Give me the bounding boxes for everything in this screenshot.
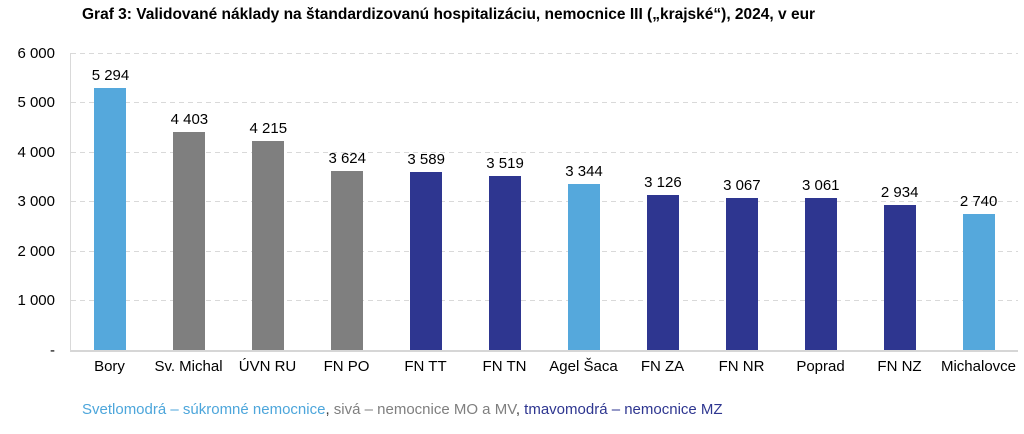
gridline <box>71 251 1018 252</box>
bar-agel-aca <box>567 184 600 350</box>
legend-segment: tmavomodrá – nemocnice MZ <box>524 401 723 418</box>
bar-sv-michal <box>173 132 206 350</box>
gridline <box>71 102 1018 103</box>
legend: Svetlomodrá – súkromné nemocnice, sivá –… <box>82 401 723 418</box>
bar-fn-za <box>646 195 679 350</box>
bar-slot: 2 934 <box>860 53 939 350</box>
bar-fn-nr <box>725 198 758 350</box>
bar-value-label: 3 624 <box>328 150 366 167</box>
bar-slot: 3 126 <box>623 53 702 350</box>
gridline <box>71 53 1018 54</box>
y-axis-tick-label: 4 000 <box>17 144 55 161</box>
bar-slot: 3 589 <box>387 53 466 350</box>
bar-value-label: 4 403 <box>170 111 209 128</box>
bar--vn-ru <box>252 141 285 350</box>
x-axis-label: FN NZ <box>877 358 922 375</box>
x-axis-label: FN ZA <box>640 358 685 375</box>
bar-value-label: 3 519 <box>486 155 524 172</box>
bar-michalovce <box>962 214 995 350</box>
x-axis-label: Bory <box>94 358 125 375</box>
bar-slot: 2 740 <box>939 53 1018 350</box>
x-axis-label: FN TN <box>482 358 527 375</box>
x-axis-label: Michalovce <box>940 358 1017 375</box>
legend-segment: , <box>515 401 525 418</box>
bar-value-label: 2 740 <box>959 193 998 210</box>
chart-title: Graf 3: Validované náklady na štandardiz… <box>82 6 816 23</box>
bar-fn-po <box>331 171 364 350</box>
bar-value-label: 3 067 <box>723 177 761 194</box>
bar-slot: 5 294 <box>71 53 150 350</box>
x-axis-label: Agel Šaca <box>549 358 618 375</box>
y-axis-tick-label: 5 000 <box>17 94 55 111</box>
legend-segment: Svetlomodrá – súkromné nemocnice <box>82 401 326 418</box>
bar-poprad <box>804 198 837 350</box>
bar-slot: 3 061 <box>781 53 860 350</box>
bar-value-label: 3 589 <box>407 151 445 168</box>
bar-value-label: 5 294 <box>91 67 130 84</box>
gridline <box>71 300 1018 301</box>
bar-value-label: 4 215 <box>249 120 288 137</box>
bar-value-label: 2 934 <box>880 184 919 201</box>
bar-value-label: 3 344 <box>565 163 603 180</box>
gridline <box>71 201 1018 202</box>
x-axis-label: ÚVN RU <box>238 358 297 375</box>
bar-slot: 4 215 <box>229 53 308 350</box>
x-axis-label: FN NR <box>718 358 765 375</box>
bar-slot: 3 519 <box>466 53 545 350</box>
y-axis-tick-label: - <box>50 342 55 359</box>
y-axis-tick-label: 2 000 <box>17 243 55 260</box>
bar-value-label: 3 126 <box>644 174 682 191</box>
bar-slot: 3 624 <box>308 53 387 350</box>
bar-fn-tn <box>489 176 522 350</box>
plot-area: 5 294 4 403 4 215 3 624 3 589 3 519 3 344 3 126… <box>70 53 1018 352</box>
y-axis: - 1 000 2 000 3 000 4 000 5 000 6 000 <box>0 45 55 359</box>
bar-slot: 4 403 <box>150 53 229 350</box>
x-axis-label: FN PO <box>323 358 370 375</box>
bar-value-label: 3 061 <box>801 177 840 194</box>
y-axis-tick-label: 6 000 <box>17 45 55 62</box>
bar-fn-nz <box>883 205 916 350</box>
x-axis-label: Poprad <box>796 358 845 375</box>
x-axis-label: Sv. Michal <box>154 358 223 375</box>
bar-fn-tt <box>410 172 443 350</box>
bars: 5 294 4 403 4 215 3 624 3 589 3 519 3 344 3 126… <box>71 53 1018 350</box>
bar-slot: 3 344 <box>545 53 624 350</box>
y-axis-tick-label: 3 000 <box>17 193 55 210</box>
x-axis: Bory Sv. Michal ÚVN RU FN PO FN TT FN TN Agel … <box>70 358 1018 375</box>
legend-segment: , <box>325 401 334 418</box>
y-axis-tick-label: 1 000 <box>17 292 55 309</box>
legend-segment: sivá – nemocnice MO a MV <box>333 401 516 418</box>
bar-bory <box>94 88 127 350</box>
x-axis-label: FN TT <box>404 358 447 375</box>
bar-slot: 3 067 <box>702 53 781 350</box>
gridline <box>71 152 1018 153</box>
